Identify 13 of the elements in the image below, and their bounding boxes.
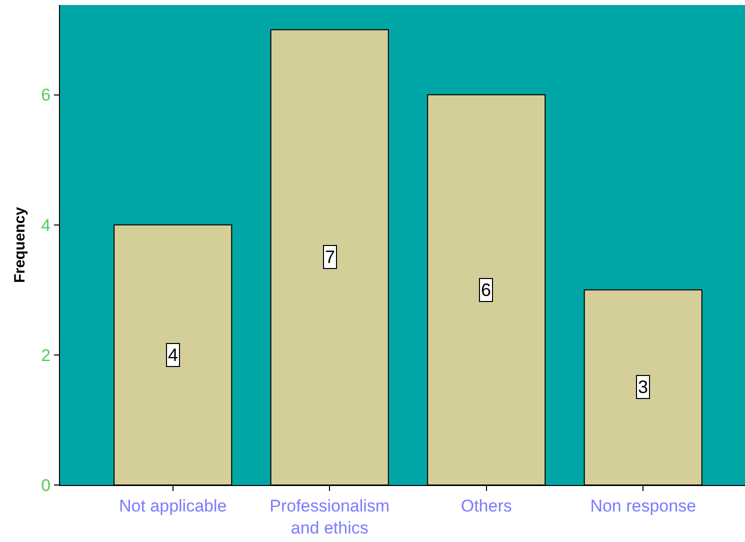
data-label: 3 bbox=[638, 377, 648, 397]
y-tick-label: 0 bbox=[41, 476, 51, 495]
x-tick-label: Not applicable bbox=[118, 496, 227, 516]
data-label: 7 bbox=[325, 247, 336, 267]
data-label: 6 bbox=[481, 280, 492, 300]
y-tick-label: 4 bbox=[41, 216, 51, 235]
y-tick-label: 2 bbox=[41, 346, 51, 365]
data-label: 4 bbox=[168, 345, 178, 365]
x-tick-label: Professionalism and ethics bbox=[270, 496, 390, 538]
x-tick-label: Non response bbox=[590, 496, 696, 516]
x-tick-label: Others bbox=[460, 496, 512, 516]
y-tick-label: 6 bbox=[41, 86, 51, 105]
y-axis-title: Frequency bbox=[11, 206, 28, 283]
